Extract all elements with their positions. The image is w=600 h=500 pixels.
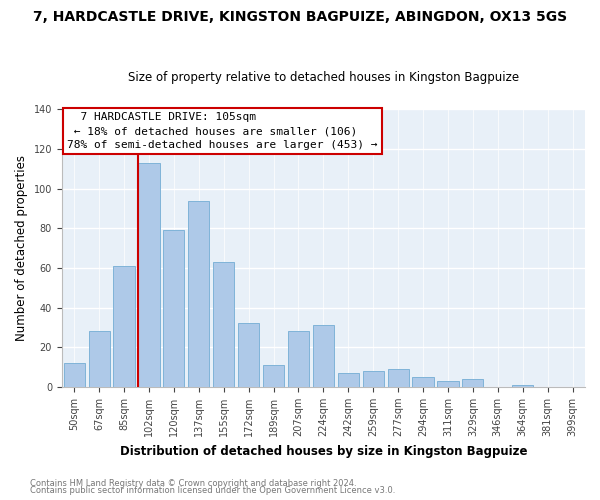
Bar bbox=[113, 266, 134, 387]
Text: Contains HM Land Registry data © Crown copyright and database right 2024.: Contains HM Land Registry data © Crown c… bbox=[30, 478, 356, 488]
Bar bbox=[89, 332, 110, 387]
Bar bbox=[388, 369, 409, 387]
Bar bbox=[362, 371, 384, 387]
Bar bbox=[139, 163, 160, 387]
Bar bbox=[288, 332, 309, 387]
Bar bbox=[64, 363, 85, 387]
Text: Contains public sector information licensed under the Open Government Licence v3: Contains public sector information licen… bbox=[30, 486, 395, 495]
Bar bbox=[163, 230, 184, 387]
Y-axis label: Number of detached properties: Number of detached properties bbox=[15, 155, 28, 341]
Bar bbox=[462, 379, 484, 387]
Bar bbox=[412, 377, 434, 387]
Bar bbox=[188, 200, 209, 387]
Text: 7, HARDCASTLE DRIVE, KINGSTON BAGPUIZE, ABINGDON, OX13 5GS: 7, HARDCASTLE DRIVE, KINGSTON BAGPUIZE, … bbox=[33, 10, 567, 24]
Bar bbox=[437, 381, 458, 387]
Title: Size of property relative to detached houses in Kingston Bagpuize: Size of property relative to detached ho… bbox=[128, 72, 519, 85]
Bar bbox=[238, 324, 259, 387]
Bar bbox=[263, 365, 284, 387]
X-axis label: Distribution of detached houses by size in Kingston Bagpuize: Distribution of detached houses by size … bbox=[119, 444, 527, 458]
Bar bbox=[213, 262, 235, 387]
Bar bbox=[338, 373, 359, 387]
Bar bbox=[512, 385, 533, 387]
Text: 7 HARDCASTLE DRIVE: 105sqm
 ← 18% of detached houses are smaller (106)
78% of se: 7 HARDCASTLE DRIVE: 105sqm ← 18% of deta… bbox=[67, 112, 377, 150]
Bar bbox=[313, 326, 334, 387]
